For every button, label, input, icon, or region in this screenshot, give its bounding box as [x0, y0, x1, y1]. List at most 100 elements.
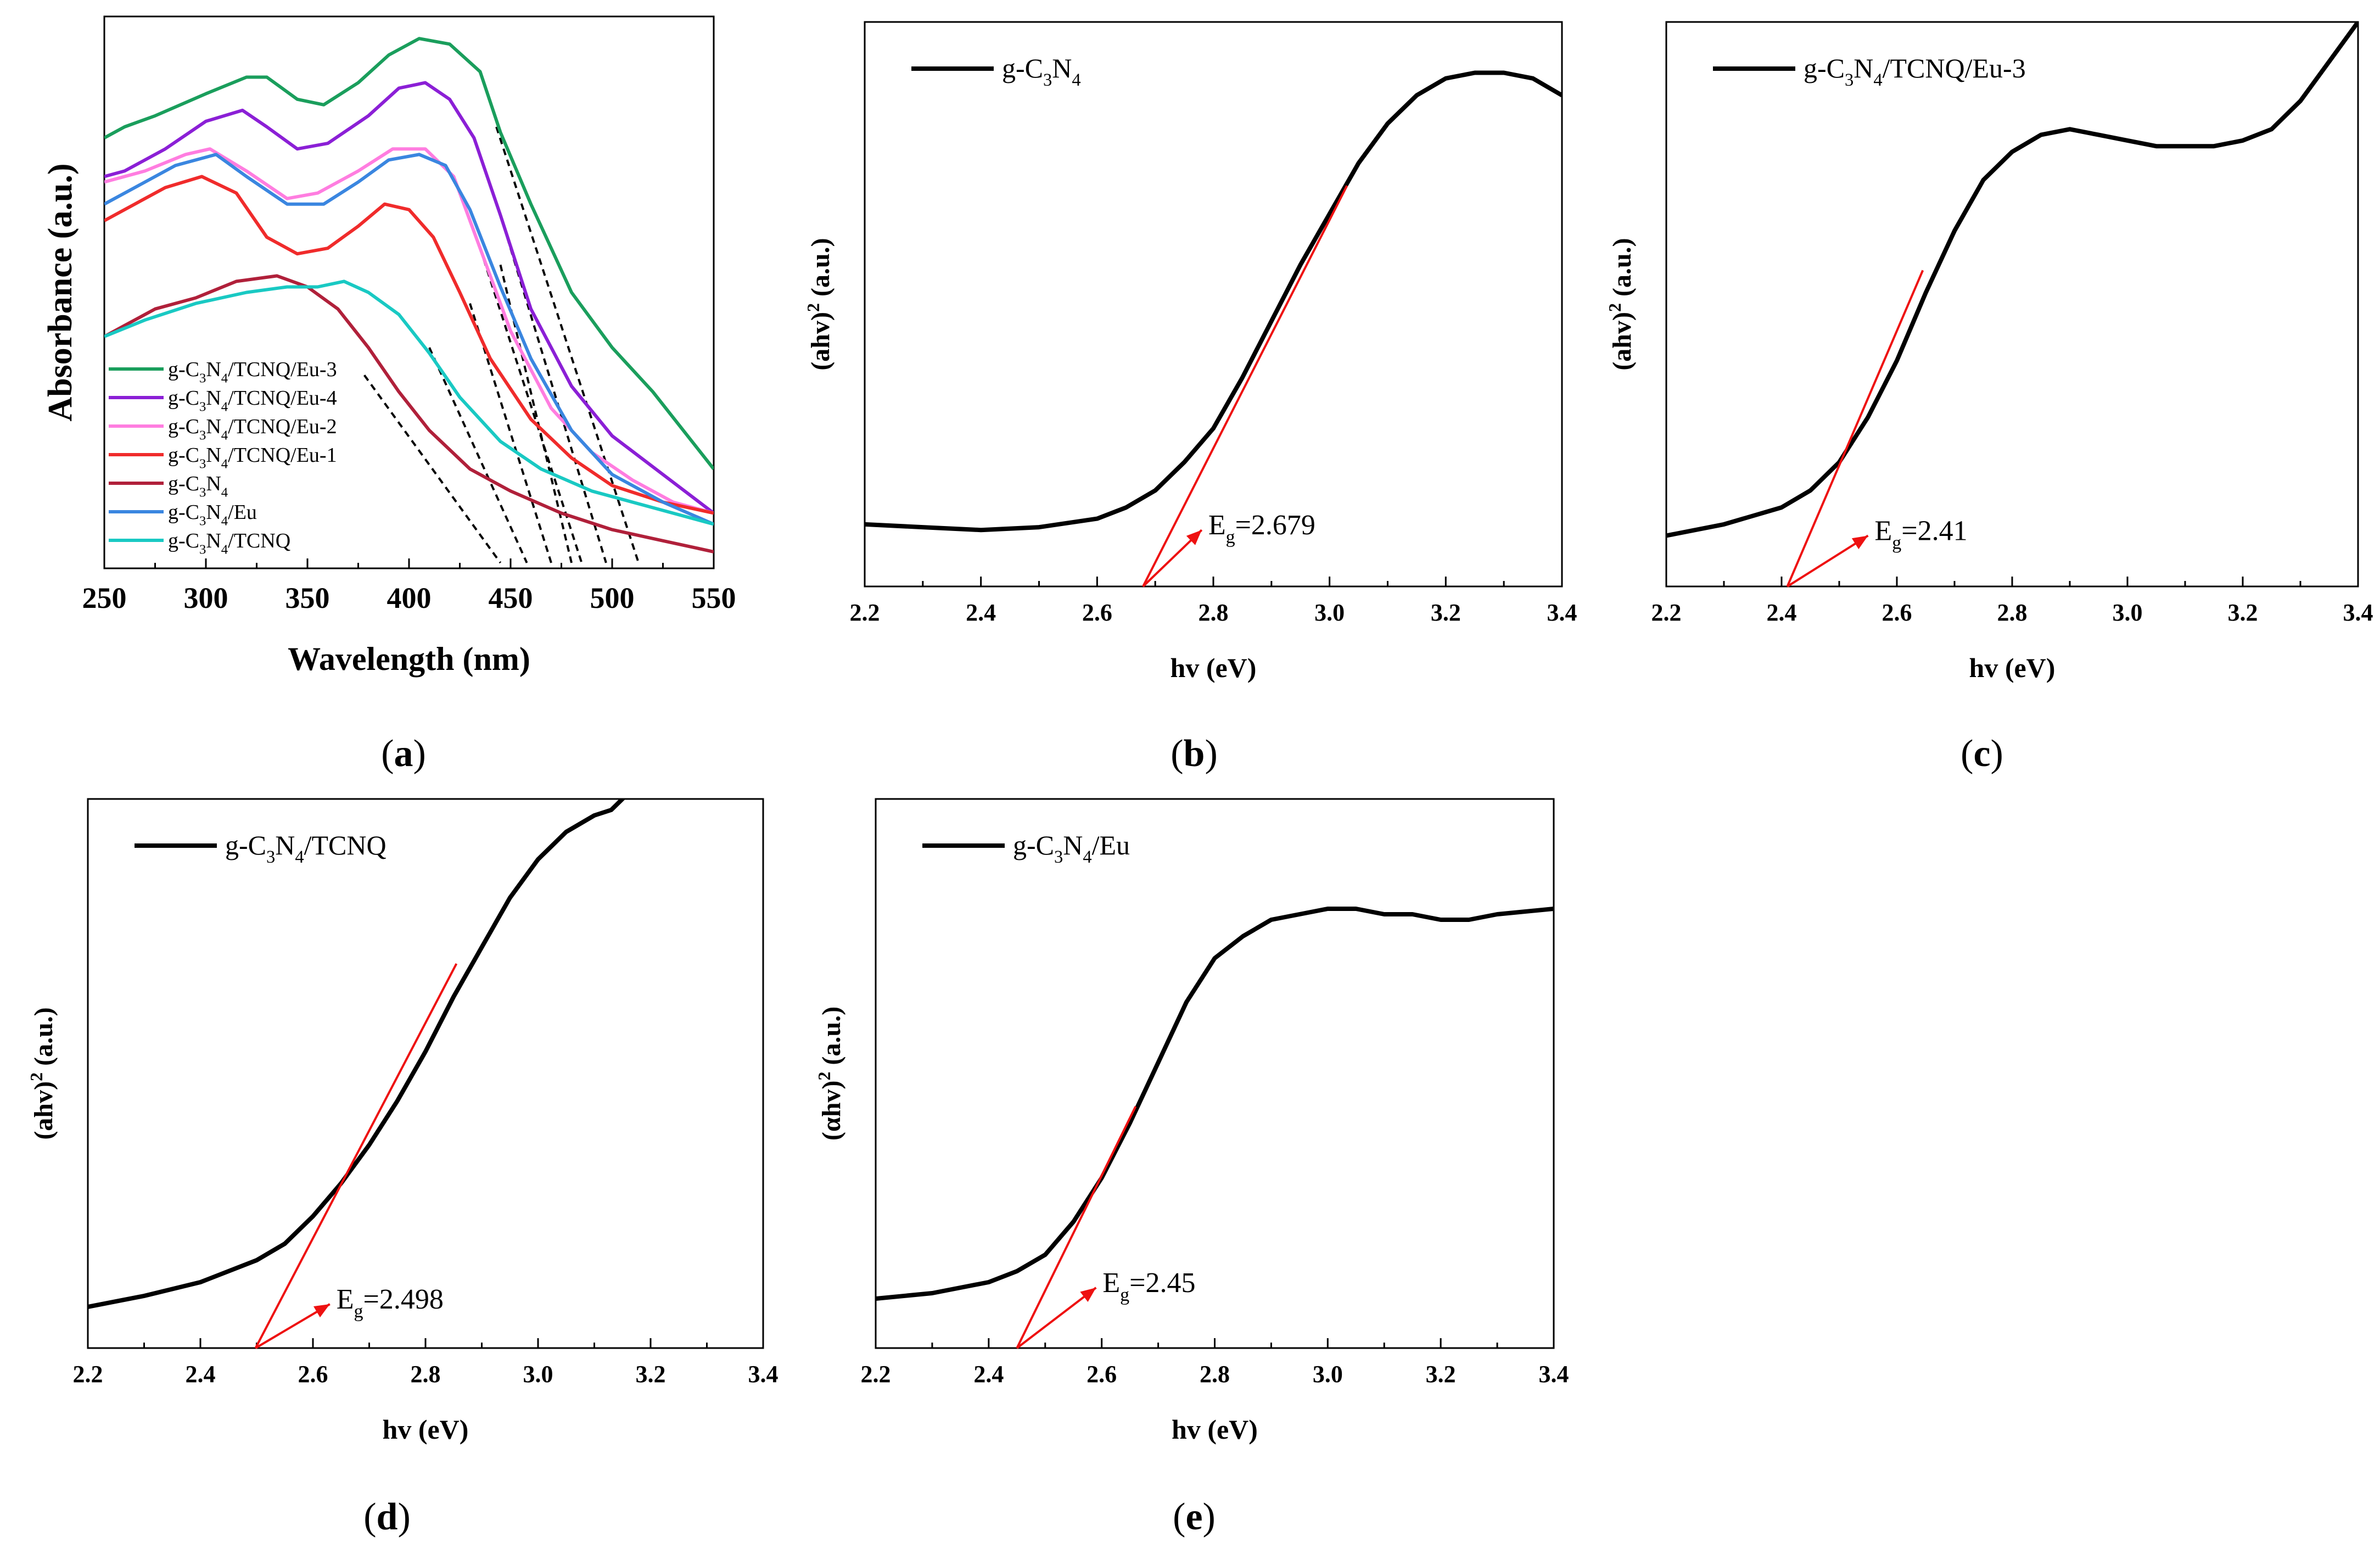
plot-area [876, 907, 1554, 1348]
legend-label-sub: 4 [1083, 847, 1091, 867]
x-tick-label: 3.0 [523, 1361, 553, 1388]
legend-label-sub: 4 [221, 513, 228, 528]
tangent-line [495, 126, 640, 563]
panel-paren: ( [1173, 1496, 1185, 1538]
legend-label: g-C3N4/TCNQ/Eu-3 [168, 358, 337, 385]
y-axis-label: Absorbance (a.u.) [42, 163, 79, 421]
panel-label: (e) [1173, 1496, 1216, 1538]
series-line [88, 799, 626, 1309]
x-tick-label: 3.4 [2343, 599, 2373, 626]
panel-label: (c) [1961, 733, 2003, 775]
y-label-sup: 2 [26, 1072, 46, 1081]
plot-frame [87, 798, 764, 1349]
eg-label-part: E [1875, 515, 1892, 546]
legend-label-part: g-C [168, 444, 199, 467]
panel-label: (d) [363, 1496, 411, 1538]
panel-label: (a) [381, 733, 426, 775]
legend-label-sub: 4 [221, 456, 228, 471]
legend-label: g-C3N4/TCNQ/Eu-1 [168, 444, 337, 471]
legend-label-sub: 3 [199, 428, 206, 443]
legend-label-part: /TCNQ/Eu-2 [228, 415, 337, 438]
legend-label-sub: 3 [1054, 847, 1063, 867]
legend-label-part: g-C [168, 472, 199, 495]
panel-label: (b) [1171, 733, 1218, 775]
panel-b: 2.2 2.4 2.6 2.8 3.0 3.2 3.4 hv (eV) (ahv)2 (a.u.… [803, 21, 1577, 775]
panel-paren: ( [363, 1496, 376, 1538]
y-label-part: (a.u.) [1608, 238, 1637, 303]
x-tick-label: 350 [285, 582, 330, 614]
legend-label: g-C3N4/Eu [1013, 830, 1130, 867]
legend-label-part: g-C [1013, 830, 1054, 860]
legend-label-sub: 4 [221, 428, 228, 443]
eg-label: Eg=2.45 [1102, 1267, 1195, 1305]
legend-label-sub: 3 [1043, 70, 1052, 90]
x-tick-label: 250 [82, 582, 127, 614]
x-tick-label: 400 [387, 582, 432, 614]
legend-label-sub: 4 [221, 485, 228, 500]
legend-label-part: g-C [168, 387, 199, 410]
eg-label-part: =2.45 [1129, 1267, 1195, 1299]
legend-label-sub: 4 [221, 371, 228, 385]
eg-label-part: =2.41 [1901, 515, 1967, 546]
plot-area [1666, 22, 2358, 586]
y-label-part: (αhv) [817, 1081, 846, 1141]
fit-line [1016, 1106, 1137, 1348]
x-axis-label: hv (eV) [1969, 652, 2056, 683]
y-label-sup: 2 [1605, 303, 1625, 312]
x-tick-label: 3.4 [1547, 599, 1577, 626]
y-label-part: (ahv) [29, 1081, 58, 1140]
legend-label-part: N [206, 387, 221, 410]
series-line [876, 907, 1554, 1301]
x-tick-label: 2.2 [73, 1361, 103, 1388]
legend-label-part: /TCNQ/Eu-4 [228, 387, 337, 410]
eg-arrow-head [1186, 530, 1202, 545]
eg-arrow-head [313, 1304, 330, 1318]
eg-label: Eg=2.679 [1208, 510, 1315, 547]
legend-label-part: N [1853, 53, 1873, 83]
legend-label-part: /TCNQ/Eu-1 [228, 444, 337, 467]
panel-paren: ( [381, 733, 394, 775]
y-label-sup: 2 [814, 1072, 834, 1081]
x-tick-label: 2.8 [411, 1361, 441, 1388]
y-axis-label: (αhv)2 (a.u.) [814, 1007, 846, 1141]
legend-label-part: N [206, 472, 221, 495]
legend-label: g-C3N4/Eu [168, 501, 257, 528]
panel-paren: ) [1991, 733, 2003, 775]
panel-a: 250 300 350 400 450 500 550 Wavelength (nm) Abso… [42, 15, 736, 775]
fit-line [1786, 270, 1924, 586]
legend-label-part: g-C [1804, 53, 1845, 83]
x-tick-label: 2.8 [1200, 1361, 1230, 1388]
legend-label-part: N [1063, 830, 1083, 860]
eg-label-sub: g [1120, 1285, 1129, 1305]
panel-paren: ( [1171, 733, 1183, 775]
legend-label-part: g-C [168, 501, 199, 524]
eg-label: Eg=2.41 [1875, 515, 1968, 553]
legend-label-sub: 4 [1873, 70, 1882, 90]
x-tick-label: 2.8 [1997, 599, 2028, 626]
x-axis-label: Wavelength (nm) [288, 641, 530, 677]
legend-label-part: g-C [225, 830, 266, 860]
panel-letter: c [1973, 733, 1990, 775]
series-line [865, 70, 1562, 533]
panel-paren: ( [1961, 733, 1973, 775]
y-label-part: (a.u.) [817, 1007, 846, 1072]
plot-area [88, 799, 626, 1348]
legend-label-part: g-C [168, 529, 199, 552]
series-line [104, 147, 714, 515]
eg-label: Eg=2.498 [337, 1284, 444, 1322]
x-tick-label: 3.0 [2113, 599, 2143, 626]
y-axis-label: (ahv)2 (a.u.) [26, 1007, 58, 1139]
x-tick-label: 2.6 [1882, 599, 1912, 626]
x-tick-label: 2.2 [861, 1361, 891, 1388]
series-line [1666, 22, 2358, 538]
x-tick-label: 2.2 [850, 599, 880, 626]
legend-label-part: N [275, 830, 295, 860]
legend-label-part: N [206, 415, 221, 438]
x-tick-label: 2.8 [1199, 599, 1229, 626]
legend-label-sub: 3 [266, 847, 275, 867]
y-label-part: (a.u.) [29, 1007, 58, 1072]
y-label-sup: 2 [803, 303, 823, 312]
panel-paren: ) [413, 733, 426, 775]
panel-paren: ) [1205, 733, 1217, 775]
legend-label-part: N [206, 444, 221, 467]
